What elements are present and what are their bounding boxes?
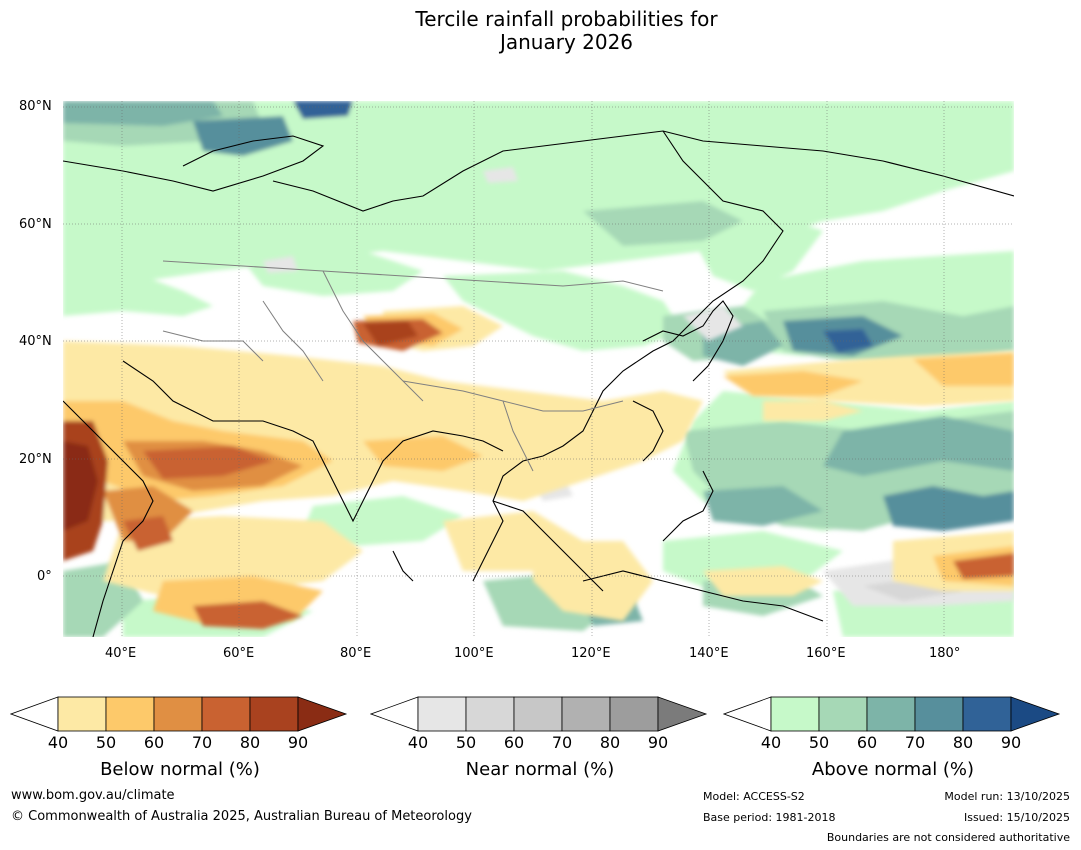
above-cbar-cell (914, 696, 964, 732)
near-tick: 40 (407, 733, 429, 752)
lat-label-60n: 60°N (19, 217, 52, 232)
near-cbar-cell (609, 696, 659, 732)
above-cbar-cell (962, 696, 1012, 732)
copyright-text: © Commonwealth of Australia 2025, Austra… (11, 809, 472, 824)
lon-label-180: 180° (929, 646, 961, 661)
bom-url-link[interactable]: www.bom.gov.au/climate (11, 788, 175, 803)
near-cbar-cell (465, 696, 515, 732)
above-normal-layer (63, 101, 1014, 637)
near-normal-title: Near normal (%) (465, 759, 615, 780)
above-normal-title: Above normal (%) (811, 759, 975, 780)
near-cbar-cell (513, 696, 563, 732)
below-cbar-cell (153, 696, 203, 732)
below-normal-layer (63, 306, 1014, 629)
near-tick: 70 (551, 733, 573, 752)
below-tick: 40 (47, 733, 69, 752)
lon-label-40e: 40°E (105, 646, 137, 661)
near-tick: 60 (503, 733, 525, 752)
coastlines (63, 130, 1014, 637)
lon-label-60e: 60°E (223, 646, 255, 661)
rainfall-probability-map (63, 101, 1014, 637)
below-cbar-under-triangle (10, 696, 59, 732)
graticule (63, 101, 1014, 637)
above-cbar-cells (723, 696, 1061, 732)
lat-label-20n: 20°N (19, 452, 52, 467)
lon-label-160e: 160°E (806, 646, 846, 661)
near-cbar-under-triangle (370, 696, 419, 732)
boundaries-note: Boundaries are not considered authoritat… (826, 831, 1070, 844)
above-cbar-cell (770, 696, 820, 732)
below-cbar-over-triangle (297, 696, 348, 732)
above-tick: 60 (856, 733, 878, 752)
below-normal-title: Below normal (%) (100, 759, 260, 780)
below-tick: 80 (239, 733, 261, 752)
above-tick: 50 (808, 733, 830, 752)
below-tick: 60 (143, 733, 165, 752)
above-normal-colorbar (723, 696, 1061, 732)
below-tick: 70 (191, 733, 213, 752)
near-cbar-cells (370, 696, 708, 732)
near-cbar-cell (561, 696, 611, 732)
map-svg (63, 101, 1014, 637)
issued-text: Issued: 15/10/2025 (963, 811, 1070, 824)
lon-label-100e: 100°E (454, 646, 494, 661)
title-line-2: January 2026 (499, 30, 634, 54)
above-cbar-cell (818, 696, 868, 732)
near-cbar-over-triangle (657, 696, 708, 732)
lat-label-80n: 80°N (19, 99, 52, 114)
model-text: Model: ACCESS-S2 (703, 790, 805, 803)
lon-label-120e: 120°E (571, 646, 611, 661)
near-tick: 50 (455, 733, 477, 752)
near-tick: 90 (647, 733, 669, 752)
near-tick: 80 (599, 733, 621, 752)
below-cbar-cells (10, 696, 348, 732)
below-tick: 50 (95, 733, 117, 752)
above-tick: 40 (760, 733, 782, 752)
below-normal-colorbar (10, 696, 348, 732)
lat-label-40n: 40°N (19, 334, 52, 349)
lon-label-140e: 140°E (689, 646, 729, 661)
below-cbar-cell (249, 696, 299, 732)
map-title: Tercile rainfall probabilities for Janua… (0, 8, 1081, 54)
above-cbar-under-triangle (723, 696, 772, 732)
below-tick: 90 (287, 733, 309, 752)
above-cbar-cell (866, 696, 916, 732)
model-run-text: Model run: 13/10/2025 (944, 790, 1070, 803)
near-normal-colorbar (370, 696, 708, 732)
below-cbar-cell (57, 696, 107, 732)
lon-label-80e: 80°E (340, 646, 372, 661)
above-tick: 90 (1000, 733, 1022, 752)
below-cbar-cell (105, 696, 155, 732)
base-period-text: Base period: 1981-2018 (703, 811, 836, 824)
country-borders (162, 260, 664, 472)
title-line-1: Tercile rainfall probabilities for (415, 7, 718, 31)
above-tick: 80 (952, 733, 974, 752)
below-cbar-cell (201, 696, 251, 732)
above-tick: 70 (904, 733, 926, 752)
above-cbar-over-triangle (1010, 696, 1061, 732)
lat-label-0: 0° (37, 569, 52, 584)
near-cbar-cell (417, 696, 467, 732)
